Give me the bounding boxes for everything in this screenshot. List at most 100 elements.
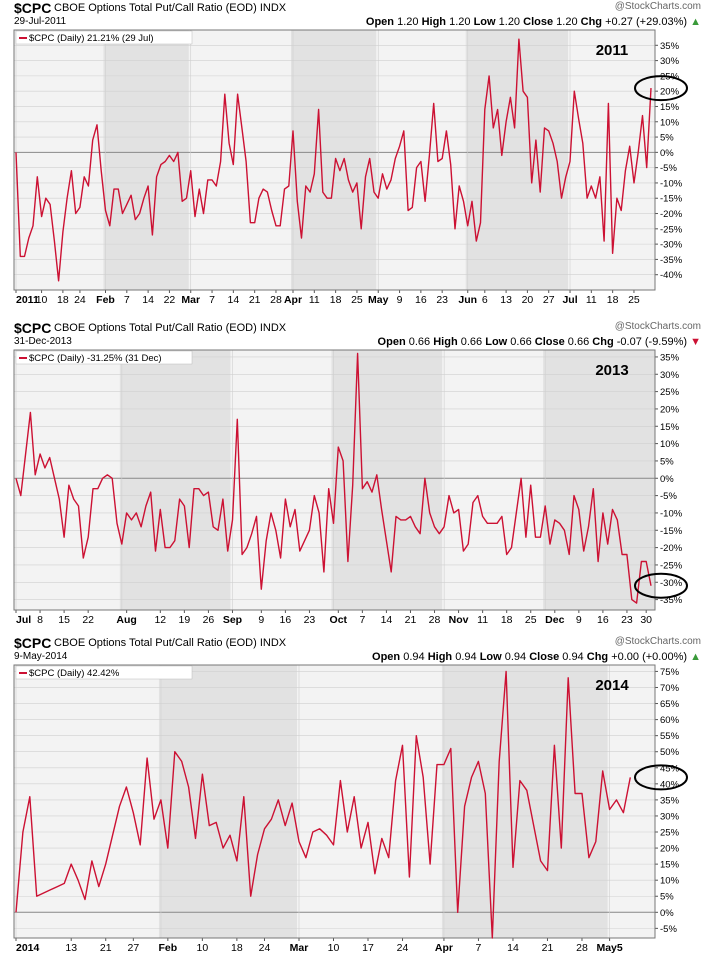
x-tick-label: 16 — [597, 614, 609, 626]
x-tick-label: 30 — [640, 614, 652, 626]
y-tick-label: -25% — [660, 560, 683, 571]
x-tick-label: 20 — [522, 294, 534, 306]
y-tick-label: 20% — [660, 404, 680, 415]
x-tick-label: 21 — [405, 614, 417, 626]
chart-title: CBOE Options Total Put/Call Ratio (EOD) … — [54, 322, 287, 334]
up-arrow-icon: ▲ — [690, 16, 701, 28]
x-tick-label: 17 — [362, 942, 374, 954]
legend-label: $CPC (Daily) -31.25% (31 Dec) — [29, 353, 162, 364]
x-tick-label: 23 — [436, 294, 448, 306]
x-tick-label: 9 — [258, 614, 264, 626]
down-arrow-icon: ▼ — [690, 336, 701, 348]
y-tick-label: 15% — [660, 860, 680, 871]
month-band — [119, 350, 231, 610]
x-tick-label: 18 — [607, 294, 619, 306]
x-tick-label: 9 — [397, 294, 403, 306]
y-tick-label: 5% — [660, 892, 674, 903]
x-tick-label: 7 — [209, 294, 215, 306]
x-tick-label: May — [368, 294, 389, 306]
legend-box — [15, 30, 193, 45]
y-tick-label: 0% — [660, 148, 674, 159]
x-tick-label: 14 — [142, 294, 154, 306]
y-tick-label: -5% — [660, 163, 677, 174]
y-tick-label: 10% — [660, 117, 680, 128]
y-tick-label: -20% — [660, 209, 683, 220]
month-band — [103, 30, 189, 290]
x-tick-label: 16 — [280, 614, 292, 626]
x-tick-label: 23 — [621, 614, 633, 626]
plot-border — [13, 29, 656, 291]
x-tick-label: 13 — [500, 294, 512, 306]
x-tick-label: 15 — [58, 614, 70, 626]
x-tick-label: 24 — [259, 942, 271, 954]
y-tick-label: -10% — [660, 508, 683, 519]
y-tick-label: 35% — [660, 352, 680, 363]
legend: $CPC (Daily) 42.42% — [15, 665, 193, 680]
y-tick-label: 70% — [660, 683, 680, 694]
x-tick-label: 14 — [507, 942, 519, 954]
y-tick-label: 40% — [660, 779, 680, 790]
y-tick-label: 50% — [660, 747, 680, 758]
x-tick-label: 18 — [231, 942, 243, 954]
x-tick-label: 24 — [74, 294, 86, 306]
legend: $CPC (Daily) -31.25% (31 Dec) — [15, 350, 193, 365]
chart-panel-2013: $CPC CBOE Options Total Put/Call Ratio (… — [0, 320, 707, 630]
x-tick-label: 10 — [328, 942, 340, 954]
y-tick-label: -40% — [660, 270, 683, 281]
y-tick-label: 15% — [660, 102, 680, 113]
chart-title: CBOE Options Total Put/Call Ratio (EOD) … — [54, 2, 287, 14]
symbol: $CPC — [14, 0, 52, 16]
stockcharts-logo: @StockCharts.com — [614, 1, 701, 12]
x-tick-label: 25 — [351, 294, 363, 306]
x-tick-label: 24 — [397, 942, 409, 954]
y-tick-label: -5% — [660, 491, 677, 502]
month-band — [331, 350, 443, 610]
chart-date: 31-Dec-2013 — [14, 336, 72, 347]
x-tick-label: 8 — [37, 614, 43, 626]
series-line — [15, 670, 631, 939]
y-tick-label: -5% — [660, 924, 677, 935]
y-tick-label: 55% — [660, 731, 680, 742]
highlight-ellipse — [634, 764, 688, 791]
x-tick-label: 28 — [429, 614, 441, 626]
y-tick-label: 60% — [660, 715, 680, 726]
ohlc-readout: Open 1.20 High 1.20 Low 1.20 Close 1.20 … — [365, 16, 701, 28]
y-tick-label: -15% — [660, 526, 683, 537]
x-tick-label: 7 — [124, 294, 130, 306]
chart-title: CBOE Options Total Put/Call Ratio (EOD) … — [54, 637, 287, 649]
y-tick-label: 0% — [660, 474, 674, 485]
x-tick-label: 28 — [576, 942, 588, 954]
up-arrow-icon: ▲ — [690, 651, 701, 663]
chart-date: 9-May-2014 — [14, 651, 68, 662]
highlight-ellipse — [634, 75, 688, 102]
month-band — [291, 30, 377, 290]
year-annotation: 2013 — [595, 362, 628, 379]
y-tick-label: -25% — [660, 224, 683, 235]
x-tick-label: 10 — [36, 294, 48, 306]
x-tick-label: 26 — [203, 614, 215, 626]
chart-header: $CPC CBOE Options Total Put/Call Ratio (… — [14, 635, 701, 665]
plot-area: -40% -35% -30% -25% -20% -15% -10% -5% 0% 5% 10% 15… — [13, 29, 688, 306]
symbol: $CPC — [14, 635, 52, 651]
x-tick-label: 7 — [359, 614, 365, 626]
year-annotation: 2014 — [595, 677, 629, 694]
y-tick-label: 10% — [660, 439, 680, 450]
y-tick-label: 5% — [660, 456, 674, 467]
y-tick-label: -10% — [660, 178, 683, 189]
x-tick-label: 27 — [543, 294, 555, 306]
y-tick-label: -30% — [660, 240, 683, 251]
series-line — [15, 38, 652, 282]
x-tick-label: 2014 — [16, 942, 40, 954]
x-tick-label: 10 — [197, 942, 209, 954]
y-tick-label: 25% — [660, 828, 680, 839]
series-line — [15, 352, 652, 604]
x-tick-label: 25 — [628, 294, 640, 306]
stockcharts-logo: @StockCharts.com — [614, 321, 701, 332]
y-tick-label: -30% — [660, 578, 683, 589]
x-tick-label: Jul — [562, 294, 577, 306]
x-tick-label: 11 — [477, 614, 488, 626]
x-tick-label: 21 — [542, 942, 554, 954]
y-tick-label: 30% — [660, 370, 680, 381]
legend: $CPC (Daily) 21.21% (29 Jul) — [15, 30, 193, 45]
legend-label: $CPC (Daily) 21.21% (29 Jul) — [29, 33, 154, 44]
